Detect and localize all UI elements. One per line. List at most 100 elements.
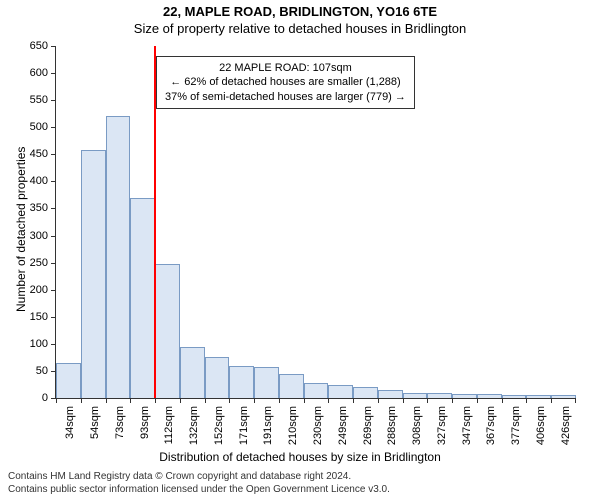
x-tick-label: 347sqm — [461, 406, 473, 445]
x-tick — [229, 398, 230, 403]
x-tick — [180, 398, 181, 403]
histogram-bar — [130, 198, 155, 398]
y-tick-label: 300 — [30, 230, 48, 242]
x-tick-label: 54sqm — [89, 406, 101, 439]
x-tick-label: 171sqm — [238, 406, 250, 445]
y-tick-label: 200 — [30, 284, 48, 296]
histogram-bar — [254, 367, 279, 398]
x-tick-label: 367sqm — [485, 406, 497, 445]
y-tick — [51, 344, 56, 345]
histogram-bar — [106, 116, 131, 398]
x-tick — [427, 398, 428, 403]
y-tick — [51, 127, 56, 128]
footer-line2: Contains public sector information licen… — [8, 483, 390, 496]
annotation-line: ← 62% of detached houses are smaller (1,… — [165, 75, 406, 89]
histogram-bar — [304, 383, 329, 398]
y-tick — [51, 46, 56, 47]
y-tick — [51, 208, 56, 209]
y-axis-label: Number of detached properties — [14, 147, 28, 312]
histogram-bar — [155, 264, 180, 398]
y-tick-label: 400 — [30, 175, 48, 187]
histogram-bar — [328, 385, 353, 398]
x-tick — [452, 398, 453, 403]
histogram-bar — [180, 347, 205, 398]
annotation-line: 22 MAPLE ROAD: 107sqm — [165, 61, 406, 75]
x-tick-label: 230sqm — [312, 406, 324, 445]
histogram-bar — [427, 393, 452, 398]
x-tick — [575, 398, 576, 403]
y-tick-label: 650 — [30, 40, 48, 52]
y-tick-label: 450 — [30, 148, 48, 160]
y-tick — [51, 236, 56, 237]
x-tick — [353, 398, 354, 403]
x-tick — [130, 398, 131, 403]
y-tick-label: 0 — [42, 392, 48, 404]
histogram-bar — [353, 387, 378, 398]
y-tick-label: 50 — [36, 365, 48, 377]
footer-line1: Contains HM Land Registry data © Crown c… — [8, 470, 390, 483]
y-tick — [51, 181, 56, 182]
histogram-bar — [551, 395, 576, 398]
page-title: 22, MAPLE ROAD, BRIDLINGTON, YO16 6TE — [0, 0, 600, 19]
x-tick-label: 249sqm — [337, 406, 349, 445]
y-tick — [51, 154, 56, 155]
histogram-bar — [205, 357, 230, 398]
y-tick-label: 100 — [30, 338, 48, 350]
y-tick-label: 350 — [30, 202, 48, 214]
x-tick — [56, 398, 57, 403]
x-tick-label: 288sqm — [386, 406, 398, 445]
x-tick-label: 426sqm — [560, 406, 572, 445]
plot-area: 0501001502002503003504004505005506006503… — [55, 46, 576, 399]
histogram-bar — [526, 395, 551, 398]
annotation-box: 22 MAPLE ROAD: 107sqm← 62% of detached h… — [156, 56, 415, 109]
x-tick — [328, 398, 329, 403]
y-tick-label: 550 — [30, 94, 48, 106]
y-tick-label: 600 — [30, 67, 48, 79]
x-tick-label: 152sqm — [213, 406, 225, 445]
x-axis-label: Distribution of detached houses by size … — [0, 450, 600, 464]
x-tick — [205, 398, 206, 403]
x-tick-label: 210sqm — [287, 406, 299, 445]
x-tick — [378, 398, 379, 403]
x-tick — [304, 398, 305, 403]
page-subtitle: Size of property relative to detached ho… — [0, 19, 600, 36]
y-tick — [51, 100, 56, 101]
histogram-bar — [229, 366, 254, 398]
x-tick-label: 191sqm — [262, 406, 274, 445]
x-tick-label: 132sqm — [188, 406, 200, 445]
y-tick — [51, 73, 56, 74]
histogram-bar — [56, 363, 81, 398]
y-tick-label: 250 — [30, 257, 48, 269]
y-tick-label: 150 — [30, 311, 48, 323]
x-tick — [106, 398, 107, 403]
x-tick-label: 406sqm — [535, 406, 547, 445]
x-tick-label: 34sqm — [64, 406, 76, 439]
x-tick — [155, 398, 156, 403]
y-tick — [51, 290, 56, 291]
x-tick — [502, 398, 503, 403]
x-tick — [551, 398, 552, 403]
y-tick-label: 500 — [30, 121, 48, 133]
x-tick-label: 327sqm — [436, 406, 448, 445]
x-tick-label: 308sqm — [411, 406, 423, 445]
x-tick-label: 377sqm — [510, 406, 522, 445]
x-tick — [403, 398, 404, 403]
x-tick — [526, 398, 527, 403]
x-tick — [81, 398, 82, 403]
histogram-bar — [81, 150, 106, 398]
histogram-bar — [452, 394, 477, 398]
footer-text: Contains HM Land Registry data © Crown c… — [8, 470, 390, 496]
annotation-line: 37% of semi-detached houses are larger (… — [165, 90, 406, 104]
histogram-bar — [502, 395, 527, 398]
y-tick — [51, 317, 56, 318]
histogram-bar — [378, 390, 403, 398]
x-tick — [254, 398, 255, 403]
histogram-bar — [477, 394, 502, 398]
x-tick-label: 269sqm — [362, 406, 374, 445]
x-tick-label: 93sqm — [139, 406, 151, 439]
x-tick — [279, 398, 280, 403]
y-tick — [51, 263, 56, 264]
chart-container: 22, MAPLE ROAD, BRIDLINGTON, YO16 6TE Si… — [0, 0, 600, 500]
histogram-bar — [403, 393, 428, 398]
x-tick — [477, 398, 478, 403]
